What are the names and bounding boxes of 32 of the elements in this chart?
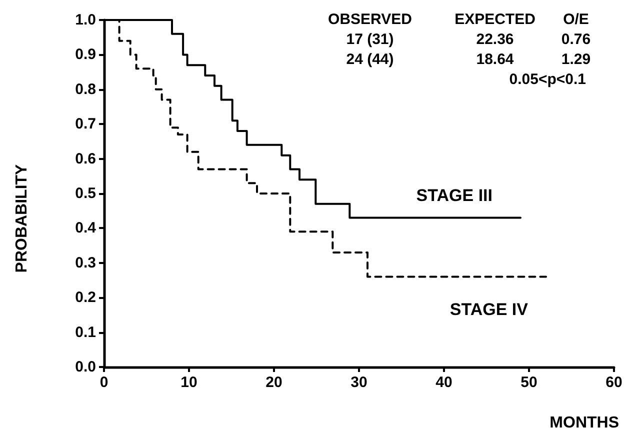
annotation: O/E [563,11,589,28]
annotation: 17 (31) [346,31,394,48]
y-tick-label: 1.0 [75,12,96,28]
x-tick-label: 40 [436,374,452,391]
series-label: STAGE III [416,186,492,205]
y-tick-label: 0.5 [75,185,96,202]
y-axis-title: PROBABILITY [14,164,30,273]
y-tick-label: 0.3 [75,254,96,272]
x-tick-label: 50 [520,374,538,391]
y-tick-label: 0.1 [75,324,96,341]
annotation: OBSERVED [328,11,412,28]
x-tick-label: 60 [606,374,622,391]
annotation: 24 (44) [346,51,394,68]
annotation: 18.64 [476,51,514,68]
y-tick-label: 0.9 [75,46,96,64]
x-axis-title: MONTHS [550,414,620,432]
y-tick-label: 0.6 [75,150,96,168]
y-tick-label: 0.7 [75,116,96,133]
x-tick-label: 10 [180,374,198,391]
annotation: 1.29 [561,51,591,68]
y-tick-label: 0.4 [75,220,97,237]
y-tick-label: 0.8 [75,80,96,98]
series-label: STAGE IV [450,300,529,319]
annotation: 22.36 [476,31,514,48]
y-tick-label: 0.2 [75,289,96,306]
x-tick-label: 20 [266,374,282,391]
annotation: 0.05<p<0.1 [509,71,586,88]
annotation: 0.76 [561,31,591,48]
x-tick-label: 0 [100,374,108,391]
y-tick-label: 0.0 [75,358,96,376]
annotation: EXPECTED [454,11,536,28]
x-tick-label: 30 [350,374,368,391]
